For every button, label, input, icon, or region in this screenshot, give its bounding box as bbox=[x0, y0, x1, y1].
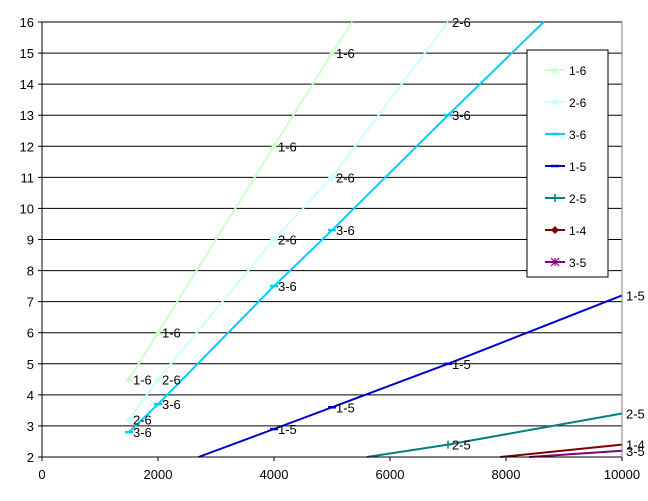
series-line-2-6 bbox=[128, 21, 449, 421]
data-label: 1-6 bbox=[278, 139, 297, 154]
series-line-2-5 bbox=[366, 412, 623, 458]
data-label: 1-6 bbox=[133, 372, 152, 387]
y-tick-label: 2 bbox=[27, 450, 34, 465]
x-tick-label: 2000 bbox=[144, 467, 173, 482]
tick-labels: 2 3 4 5 6 7 8 9 10 11 12 13 14 15 16 0 2000 4000 6000 8000 1… bbox=[20, 15, 641, 482]
legend-label: 1-4 bbox=[569, 224, 587, 238]
data-point bbox=[444, 440, 452, 449]
y-tick-label: 4 bbox=[27, 388, 34, 403]
legend-label: 2-6 bbox=[569, 96, 587, 110]
data-label: 1-5 bbox=[626, 288, 645, 303]
y-tick-label: 14 bbox=[20, 77, 34, 92]
legend: 1-6 2-6 3-6 1-5 2-5 1-4 3-5 bbox=[526, 49, 609, 278]
series-line-1-5 bbox=[198, 294, 623, 458]
y-tick-label: 13 bbox=[20, 108, 34, 123]
data-point bbox=[270, 142, 278, 150]
data-label: 3-6 bbox=[336, 223, 355, 238]
data-label: 3-6 bbox=[452, 108, 471, 123]
series-markers bbox=[125, 49, 452, 449]
data-label: 1-5 bbox=[278, 422, 297, 437]
data-label: 2-6 bbox=[452, 15, 471, 30]
y-tick-label: 8 bbox=[27, 264, 34, 279]
y-tick-label: 12 bbox=[20, 139, 34, 154]
x-tick-label: 10000 bbox=[604, 467, 640, 482]
data-label: 3-5 bbox=[626, 444, 645, 459]
legend-label: 1-5 bbox=[569, 160, 587, 174]
data-label: 2-5 bbox=[626, 407, 645, 422]
legend-label: 2-5 bbox=[569, 192, 587, 206]
data-point bbox=[125, 375, 133, 383]
data-label: 3-6 bbox=[162, 397, 181, 412]
data-label: 1-6 bbox=[336, 46, 355, 61]
axes bbox=[38, 21, 623, 461]
data-point bbox=[154, 328, 162, 336]
data-label: 3-6 bbox=[278, 279, 297, 294]
data-label: 2-6 bbox=[133, 413, 152, 428]
data-label: 2-6 bbox=[278, 233, 297, 248]
data-labels: 1-61-61-61-62-62-62-62-62-63-63-63-63-63… bbox=[133, 15, 645, 459]
y-tick-label: 6 bbox=[27, 326, 34, 341]
data-label: 2-5 bbox=[452, 438, 471, 453]
y-tick-label: 11 bbox=[21, 170, 35, 185]
legend-marker bbox=[550, 257, 560, 267]
x-tick-label: 6000 bbox=[376, 467, 405, 482]
series-line-3-5 bbox=[529, 449, 623, 458]
legend-marker bbox=[551, 66, 559, 73]
data-point bbox=[154, 375, 162, 384]
x-tick-label: 4000 bbox=[260, 467, 289, 482]
data-label: 1-4 bbox=[626, 438, 645, 453]
x-tick-label: 0 bbox=[38, 467, 45, 482]
y-tick-label: 7 bbox=[27, 295, 34, 310]
data-label: 1-5 bbox=[336, 400, 355, 415]
legend-label: 3-6 bbox=[569, 128, 587, 142]
data-label: 2-6 bbox=[162, 372, 181, 387]
data-point bbox=[125, 415, 133, 424]
data-label: 3-6 bbox=[133, 425, 152, 440]
data-label: 1-6 bbox=[162, 326, 181, 341]
data-point bbox=[270, 235, 278, 244]
data-label: 1-5 bbox=[452, 357, 471, 372]
y-tick-label: 3 bbox=[27, 419, 34, 434]
y-tick-label: 10 bbox=[20, 201, 34, 216]
legend-marker bbox=[551, 194, 559, 202]
x-tick-label: 8000 bbox=[492, 467, 521, 482]
legend-marker bbox=[551, 98, 559, 106]
y-tick-label: 9 bbox=[27, 233, 34, 248]
series-line-1-4 bbox=[500, 443, 623, 458]
legend-marker bbox=[551, 226, 559, 234]
y-tick-label: 16 bbox=[20, 15, 34, 30]
data-point bbox=[328, 49, 336, 57]
y-tick-label: 5 bbox=[27, 357, 34, 372]
legend-box bbox=[526, 49, 609, 278]
y-tick-label: 15 bbox=[20, 46, 34, 61]
legend-label: 3-5 bbox=[569, 256, 587, 270]
data-label: 2-6 bbox=[336, 170, 355, 185]
legend-label: 1-6 bbox=[569, 64, 587, 78]
series-line-3-6 bbox=[128, 21, 545, 433]
data-point bbox=[328, 173, 336, 182]
